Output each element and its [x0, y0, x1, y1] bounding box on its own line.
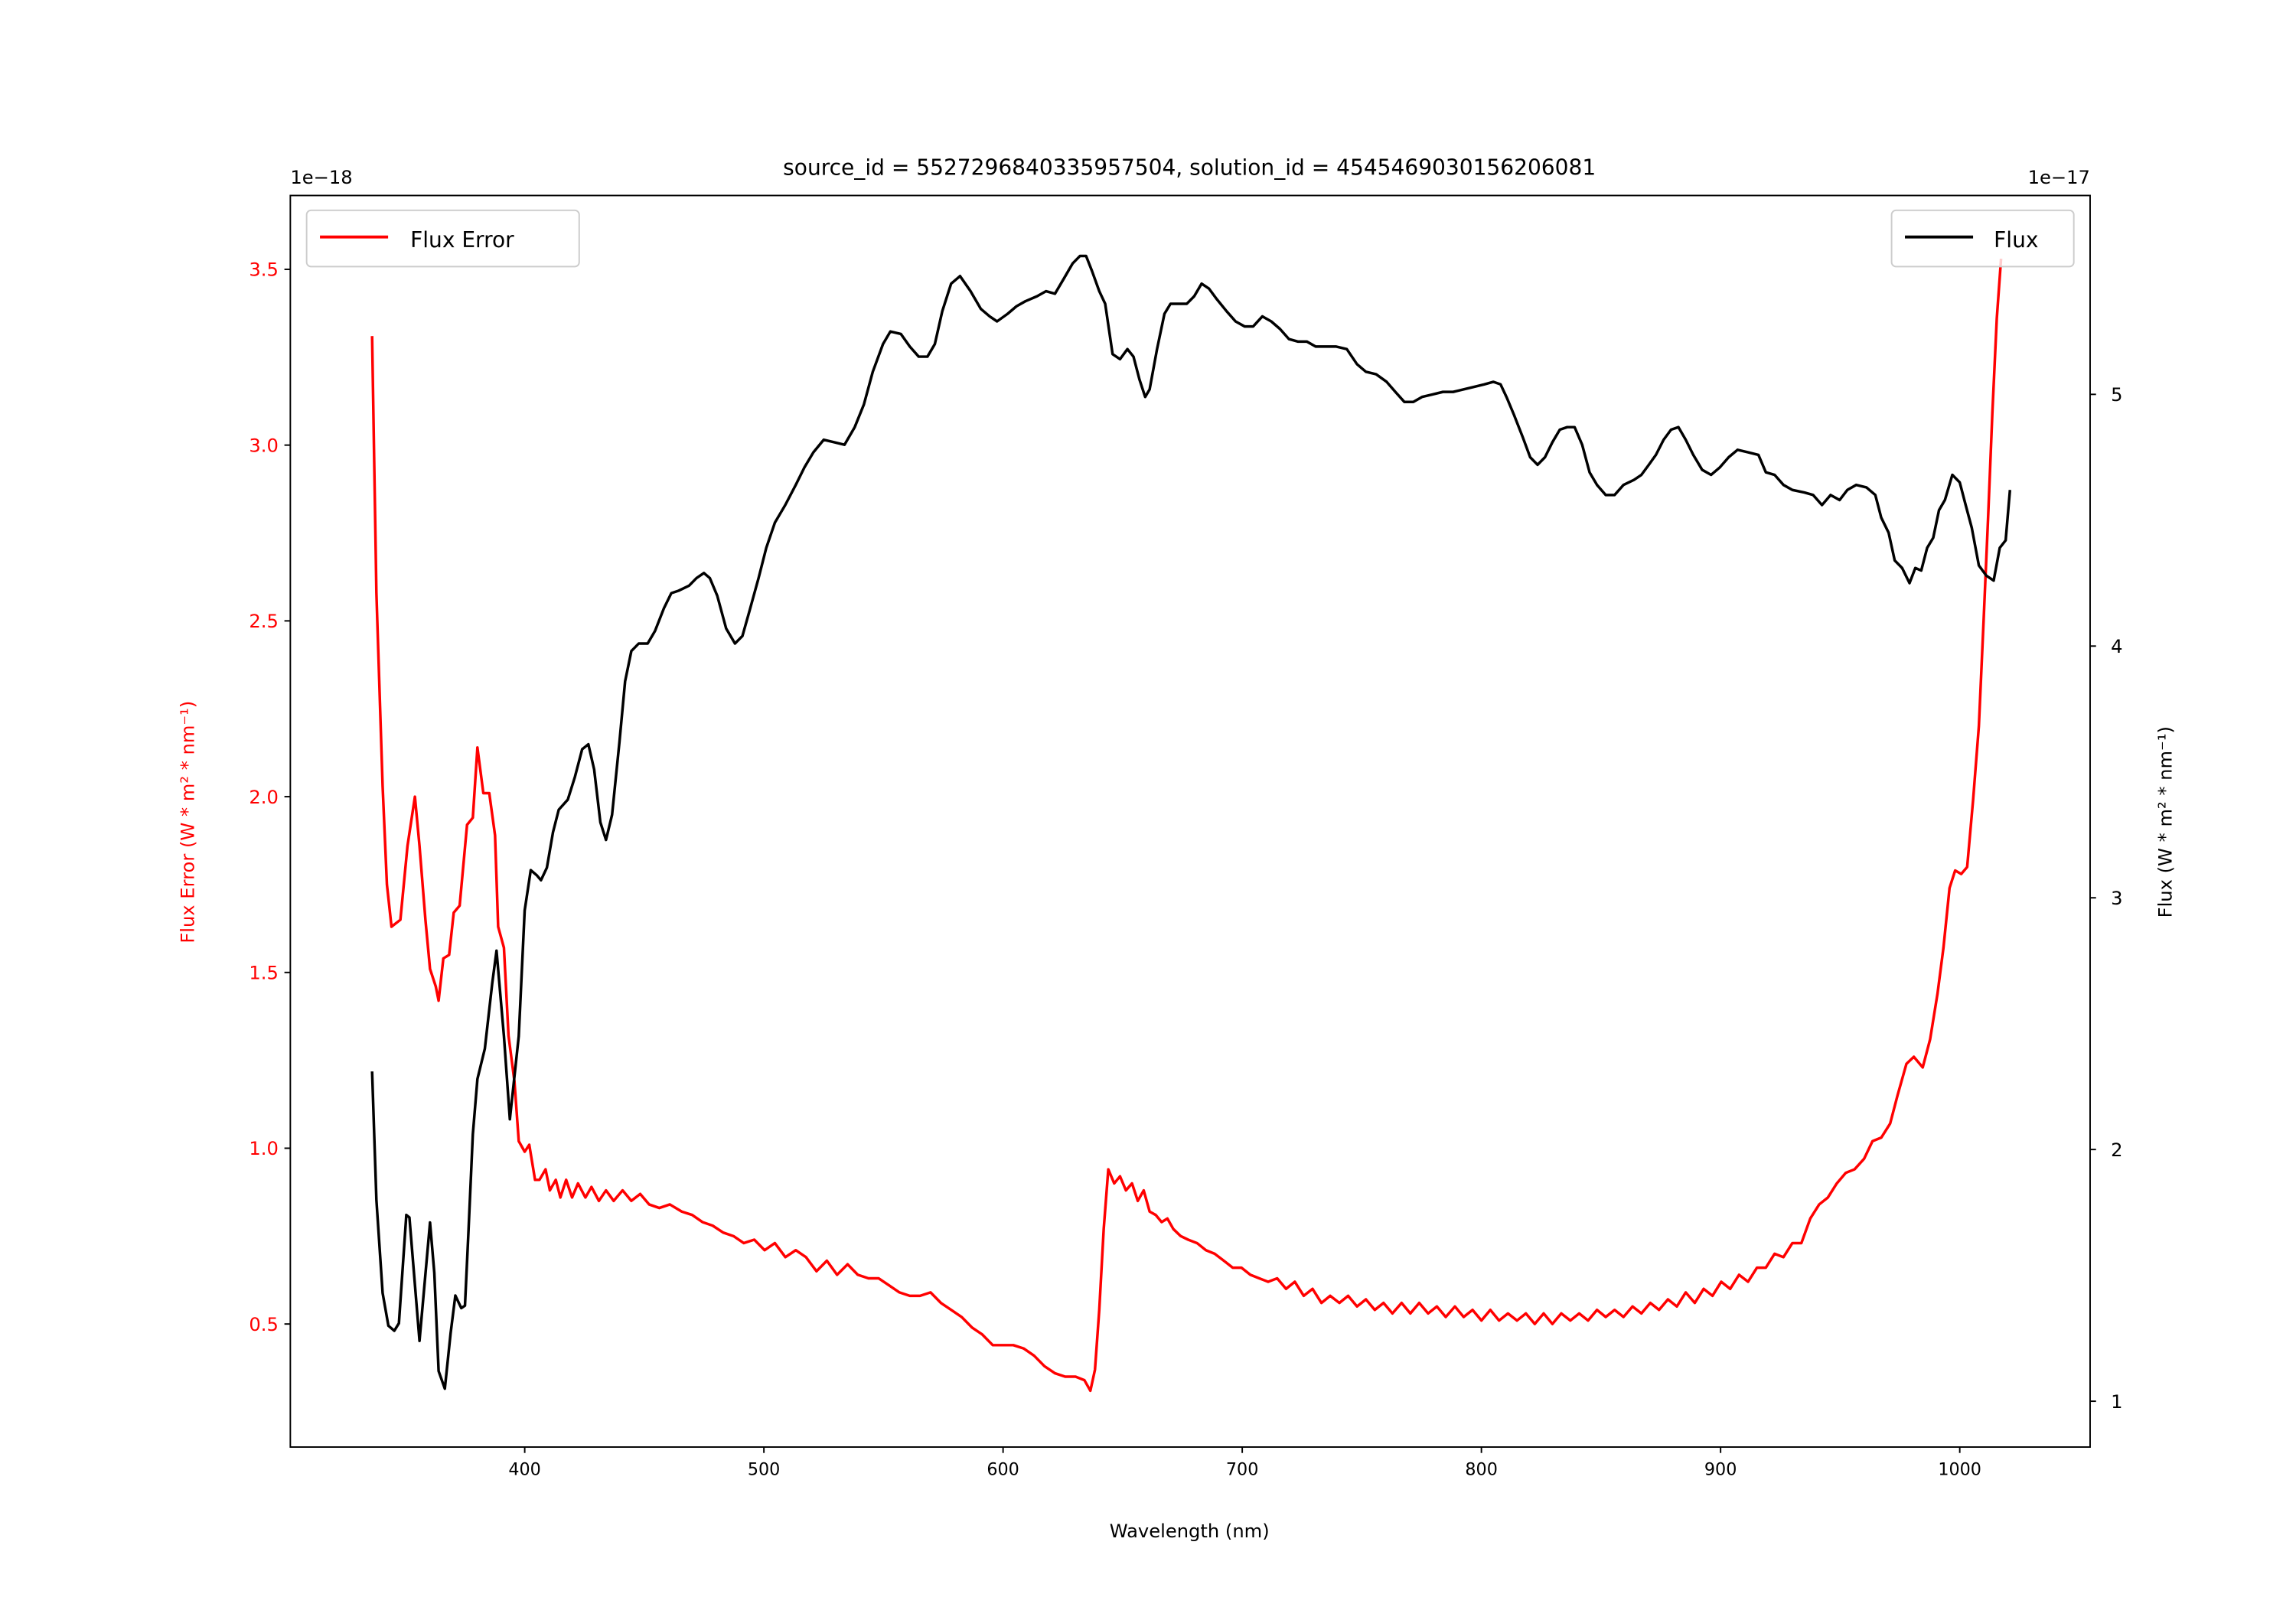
- left-axis-label: Flux Error (W * m² * nm⁻¹): [178, 701, 199, 944]
- legend-flux-error: Flux Error: [305, 209, 580, 268]
- legend-label-flux: Flux: [1994, 227, 2038, 253]
- legend-label-flux-error: Flux Error: [410, 227, 514, 253]
- x-tick-label: 400: [508, 1460, 540, 1480]
- left-y-tick-label: 1.5: [249, 962, 278, 983]
- left-y-tick-label: 1.0: [249, 1138, 278, 1159]
- x-axis-label: Wavelength (nm): [1110, 1521, 1270, 1542]
- plot-frame: [289, 194, 2091, 1448]
- x-tick-label: 500: [748, 1460, 780, 1480]
- right-y-tick-label: 5: [2111, 384, 2122, 406]
- series-layer: [370, 254, 2011, 1393]
- left-y-tick-label: 2.5: [249, 611, 278, 632]
- left-axis-offset-text: 1e−18: [290, 167, 352, 188]
- left-y-tick-label: 3.5: [249, 259, 278, 281]
- legend-box: [305, 209, 580, 268]
- x-tick-label: 700: [1226, 1460, 1258, 1480]
- x-tick-label: 900: [1704, 1460, 1737, 1480]
- right-y-tick-label: 4: [2111, 636, 2122, 657]
- right-axis-offset-text: 1e−17: [2028, 167, 2090, 188]
- right-y-tick-label: 2: [2111, 1139, 2122, 1161]
- series-line-flux-error: [370, 259, 2003, 1393]
- x-tick-label: 1000: [1938, 1460, 1981, 1480]
- legend-flux: Flux: [1890, 209, 2075, 268]
- series-line-flux: [370, 254, 2011, 1390]
- legend-box: [1890, 209, 2075, 268]
- ticks-layer: 400 500 600 700 800 900 1000 0.5 1.0 1.5 2.0 2.5 3.0…: [249, 259, 2122, 1480]
- x-tick-label: 600: [987, 1460, 1019, 1480]
- left-y-tick-label: 2.0: [249, 787, 278, 808]
- left-y-tick-label: 3.0: [249, 435, 278, 456]
- right-y-tick-label: 1: [2111, 1391, 2122, 1413]
- x-tick-label: 800: [1465, 1460, 1497, 1480]
- right-axis-label: Flux (W * m² * nm⁻¹): [2154, 726, 2176, 918]
- left-y-tick-label: 0.5: [249, 1314, 278, 1335]
- chart-title: source_id = 5527296840335957504, solutio…: [783, 155, 1596, 180]
- right-y-tick-label: 3: [2111, 888, 2122, 909]
